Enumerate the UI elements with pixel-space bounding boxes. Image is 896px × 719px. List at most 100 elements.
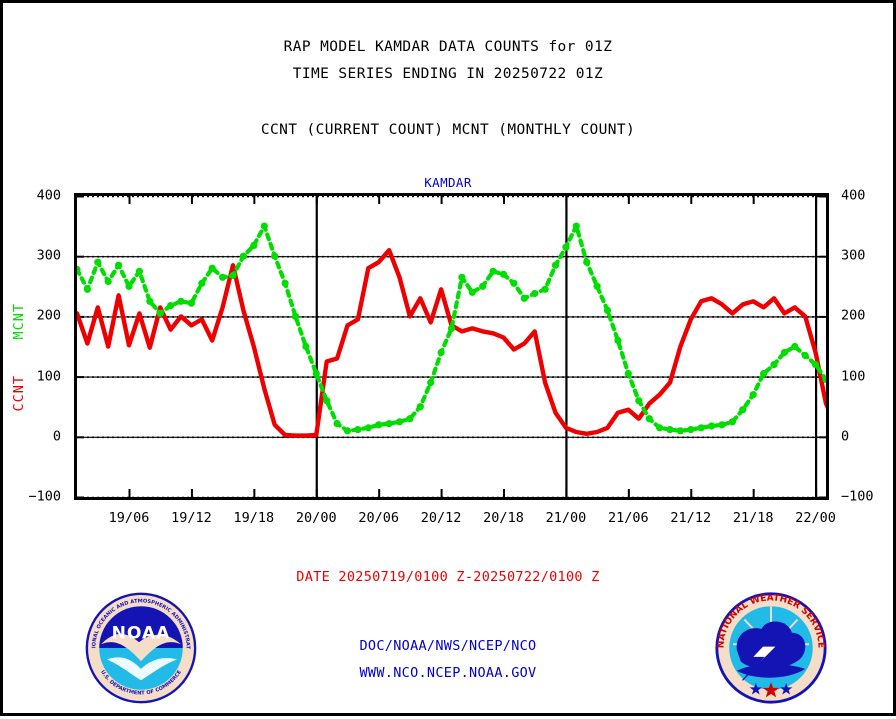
data-point-mcnt xyxy=(219,273,227,281)
x-tick-label: 21/18 xyxy=(732,510,774,526)
data-point-mcnt xyxy=(728,418,737,426)
noaa-logo: NOAA NATIONAL OCEANIC AND ATMOSPHERIC AD… xyxy=(83,591,197,704)
y-tick-label: 100 xyxy=(841,367,866,384)
data-point-mcnt xyxy=(83,285,91,293)
data-point-mcnt xyxy=(239,252,247,260)
data-point-mcnt xyxy=(291,312,300,320)
x-tick-label: 20/12 xyxy=(420,510,462,526)
page-subtitle: TIME SERIES ENDING IN 20250722 01Z xyxy=(292,66,604,82)
x-tick-label: 19/06 xyxy=(108,510,150,526)
data-point-mcnt xyxy=(198,279,206,287)
data-point-mcnt xyxy=(489,267,497,275)
data-point-mcnt xyxy=(323,397,331,405)
y-tick-label: 400 xyxy=(841,187,866,204)
data-point-mcnt xyxy=(520,294,528,302)
data-point-mcnt xyxy=(260,222,268,230)
y-tick-label: 300 xyxy=(36,247,61,264)
data-point-mcnt xyxy=(697,424,705,432)
data-point-mcnt xyxy=(354,426,362,434)
page-title: RAP MODEL KAMDAR DATA COUNTS for 01Z xyxy=(283,39,613,55)
data-point-mcnt xyxy=(645,415,653,423)
series-line-ccnt xyxy=(77,248,826,438)
data-point-mcnt xyxy=(708,422,716,430)
data-point-mcnt xyxy=(760,370,768,378)
data-point-mcnt xyxy=(77,265,81,273)
page-legend-caption: CCNT (CURRENT COUNT) MCNT (MONTHLY COUNT… xyxy=(260,122,636,138)
data-point-mcnt xyxy=(406,415,414,423)
data-point-mcnt xyxy=(749,391,757,399)
data-point-mcnt xyxy=(395,418,404,426)
data-point-mcnt xyxy=(635,397,643,405)
data-point-mcnt xyxy=(115,261,123,269)
data-point-mcnt xyxy=(479,282,487,290)
data-point-mcnt xyxy=(458,273,466,281)
data-point-mcnt xyxy=(146,297,154,305)
data-point-mcnt xyxy=(302,342,310,351)
data-point-mcnt xyxy=(656,424,664,432)
x-tick-label: 20/18 xyxy=(483,510,524,526)
x-tick-label: 21/06 xyxy=(608,510,649,526)
footer-url: WWW.NCO.NCEP.NOAA.GOV xyxy=(359,665,537,681)
y-tick-label: 0 xyxy=(841,428,850,445)
data-point-mcnt xyxy=(208,264,216,272)
x-tick-label: 20/00 xyxy=(295,510,337,526)
data-point-mcnt xyxy=(125,282,133,290)
data-point-mcnt xyxy=(812,361,820,369)
data-point-mcnt xyxy=(593,282,601,290)
x-tick-label: 20/06 xyxy=(358,510,399,526)
data-point-mcnt xyxy=(718,421,726,429)
x-tick-label: 19/12 xyxy=(171,510,212,526)
data-point-mcnt xyxy=(271,252,279,260)
data-point-mcnt xyxy=(780,348,789,357)
data-point-mcnt xyxy=(343,427,352,435)
footer-org: DOC/NOAA/NWS/NCEP/NCO xyxy=(359,638,537,654)
svg-text:NOAA: NOAA xyxy=(112,624,171,644)
data-point-mcnt xyxy=(551,261,560,269)
data-point-mcnt xyxy=(385,420,393,428)
y-tick-label: 200 xyxy=(841,307,866,324)
nws-logo: NATIONAL WEATHER SERVICE xyxy=(715,592,827,704)
y-tick-label: 100 xyxy=(36,367,61,384)
data-point-mcnt xyxy=(250,241,258,249)
data-point-mcnt xyxy=(94,258,102,266)
data-point-mcnt xyxy=(187,299,195,307)
x-tick-label: 21/00 xyxy=(545,510,587,526)
data-point-mcnt xyxy=(375,421,383,429)
data-point-mcnt xyxy=(437,348,445,357)
data-point-mcnt xyxy=(531,289,539,298)
data-point-mcnt xyxy=(468,288,476,296)
data-point-mcnt xyxy=(416,403,424,411)
data-point-mcnt xyxy=(624,370,632,378)
data-point-mcnt xyxy=(364,424,372,432)
chart-svg xyxy=(77,196,826,497)
x-tick-label: 21/12 xyxy=(670,510,712,526)
data-point-mcnt xyxy=(427,379,435,387)
data-point-mcnt xyxy=(499,270,508,278)
data-point-mcnt xyxy=(510,279,518,287)
data-point-mcnt xyxy=(572,222,580,230)
y-tick-label: 200 xyxy=(36,307,61,324)
data-point-mcnt xyxy=(791,342,799,351)
data-point-mcnt xyxy=(666,426,674,434)
plot-canvas xyxy=(77,196,826,497)
y-tick-label: 400 xyxy=(36,187,61,204)
date-range-label: DATE 20250719/0100 Z-20250722/0100 Z xyxy=(296,569,600,585)
data-point-mcnt xyxy=(312,370,320,378)
chart-title: KAMDAR xyxy=(424,175,472,190)
x-axis-ticks: 19/06 19/12 19/18 20/00 20/06 20/12 20/18 21/00… xyxy=(3,510,896,536)
y-tick-label: −100 xyxy=(28,488,61,505)
data-point-mcnt xyxy=(687,426,695,434)
data-point-mcnt xyxy=(562,243,570,251)
data-point-mcnt xyxy=(281,279,289,287)
y-tick-label: −100 xyxy=(841,488,874,505)
data-point-mcnt xyxy=(676,427,685,435)
x-tick-label: 22/00 xyxy=(795,510,836,526)
y-tick-label: 300 xyxy=(841,247,866,264)
data-point-mcnt xyxy=(541,285,549,293)
y-tick-label: 0 xyxy=(52,428,61,445)
data-point-mcnt xyxy=(801,351,809,360)
x-tick-label: 19/18 xyxy=(233,510,275,526)
data-point-mcnt xyxy=(770,361,778,369)
data-point-mcnt xyxy=(822,376,826,384)
data-point-mcnt xyxy=(177,297,185,305)
